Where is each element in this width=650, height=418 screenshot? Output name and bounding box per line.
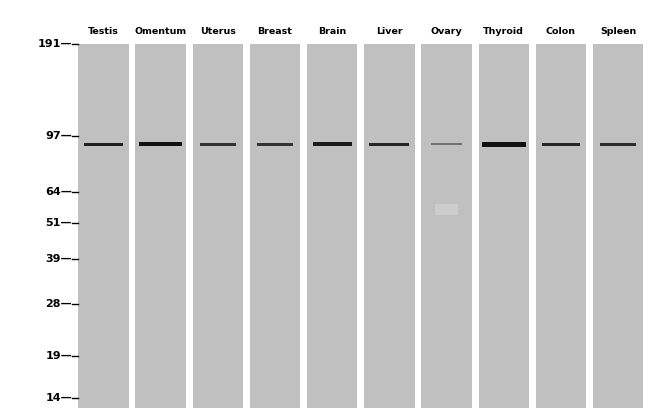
Text: Brain: Brain	[318, 26, 346, 36]
Text: 28—: 28—	[46, 299, 72, 309]
Text: 39—: 39—	[46, 254, 72, 264]
Text: 51—: 51—	[46, 218, 72, 227]
Text: Testis: Testis	[88, 26, 119, 36]
Text: Thyroid: Thyroid	[484, 26, 524, 36]
Text: 19—: 19—	[46, 351, 72, 361]
Text: Breast: Breast	[257, 26, 292, 36]
Text: 64—: 64—	[46, 187, 72, 197]
Text: Uterus: Uterus	[200, 26, 236, 36]
Text: 97—: 97—	[46, 130, 72, 140]
Text: Ovary: Ovary	[431, 26, 462, 36]
Text: 191—: 191—	[38, 39, 72, 49]
Text: Omentum: Omentum	[135, 26, 187, 36]
Text: Spleen: Spleen	[600, 26, 636, 36]
Text: Colon: Colon	[546, 26, 576, 36]
Text: Liver: Liver	[376, 26, 402, 36]
Text: 14—: 14—	[46, 393, 72, 403]
